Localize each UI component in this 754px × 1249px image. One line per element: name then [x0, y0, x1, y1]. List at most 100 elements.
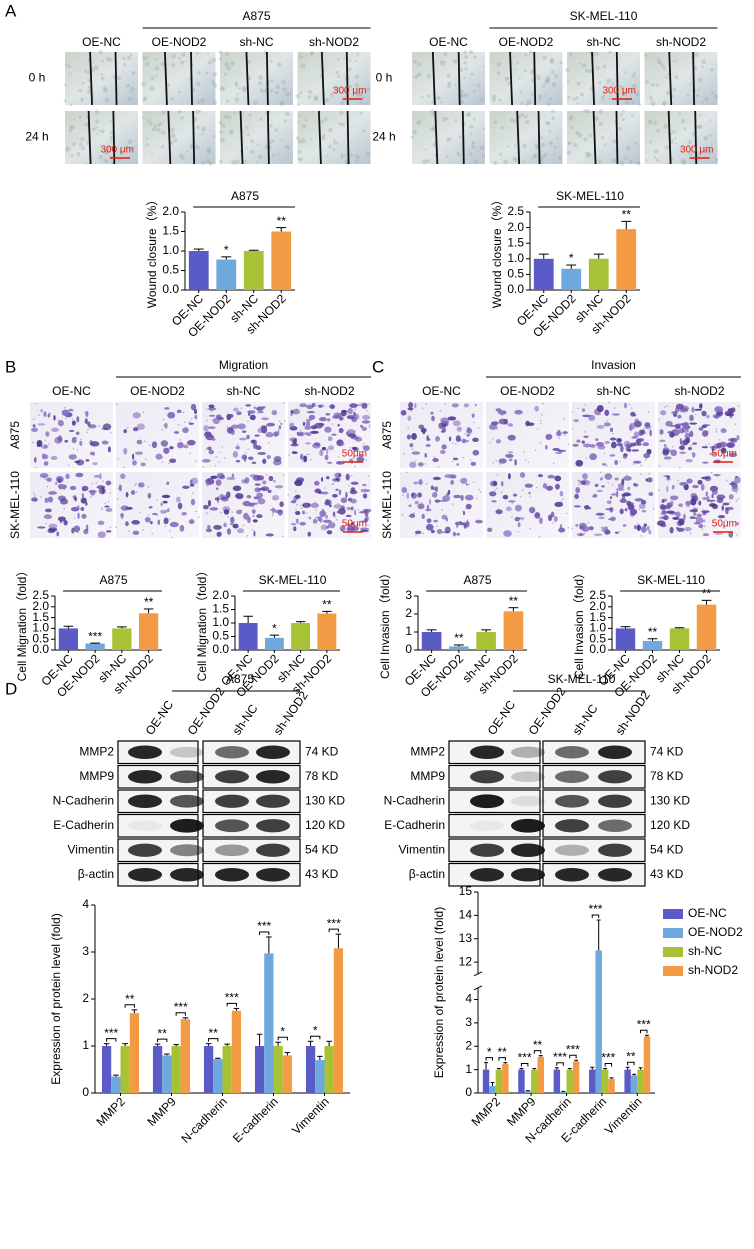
y-tick-label: 0.5 — [212, 629, 229, 643]
cell-texture — [211, 79, 216, 84]
cell-texture — [149, 86, 155, 91]
stained-cell — [88, 489, 97, 494]
cell-texture — [284, 111, 290, 117]
stained-cell — [693, 512, 697, 516]
pore — [700, 518, 702, 520]
stained-cell — [312, 518, 318, 524]
cell-texture — [236, 93, 239, 96]
stained-cell — [81, 492, 84, 499]
cell-texture — [608, 97, 612, 100]
stained-cell — [554, 501, 564, 507]
protein-label: N-Cadherin — [384, 793, 445, 807]
band — [128, 794, 162, 809]
cell-texture — [456, 151, 460, 155]
stained-cell — [359, 511, 365, 514]
cell-texture — [660, 63, 664, 67]
cell-texture — [247, 76, 252, 81]
stained-cell — [622, 492, 631, 497]
stained-cell — [246, 494, 252, 499]
stained-cell — [337, 424, 340, 427]
cell-texture — [464, 66, 468, 71]
stained-cell — [686, 478, 693, 484]
pore — [101, 507, 104, 509]
pore — [496, 428, 498, 430]
stained-cell — [335, 488, 339, 491]
cell-texture — [662, 100, 668, 106]
pore — [77, 421, 79, 423]
cell-texture — [76, 152, 81, 157]
stained-cell — [411, 451, 421, 455]
pore — [44, 478, 47, 480]
pore — [161, 428, 164, 431]
column-label: sh-NC — [226, 384, 260, 398]
band — [555, 746, 589, 759]
cell-texture — [538, 98, 541, 101]
cell-texture — [430, 109, 435, 114]
stained-cell — [666, 510, 675, 514]
cell-texture — [496, 62, 502, 67]
stained-cell — [47, 496, 54, 503]
stained-cell — [355, 436, 363, 442]
pore — [648, 473, 650, 475]
cell-texture — [687, 140, 692, 145]
cell-texture — [699, 113, 702, 117]
stained-cell — [615, 488, 625, 491]
cell-texture — [206, 159, 210, 163]
y-tick-label: 0.0 — [507, 282, 524, 296]
stained-cell — [580, 480, 587, 485]
stained-cell — [519, 472, 526, 478]
pore — [644, 458, 647, 461]
pore — [236, 443, 239, 446]
stained-cell — [505, 454, 514, 459]
cell-texture — [479, 97, 485, 103]
stained-cell — [604, 440, 610, 445]
cell-texture — [281, 138, 284, 141]
stained-cell — [57, 516, 66, 522]
pore — [466, 519, 469, 522]
bar — [188, 251, 209, 290]
scratch-line — [516, 110, 521, 165]
pore — [116, 498, 119, 500]
cell-texture — [284, 144, 290, 149]
significance-bracket — [556, 1062, 564, 1066]
stained-cell — [247, 456, 254, 461]
cell-texture — [362, 129, 366, 133]
cell-texture — [246, 60, 251, 64]
cell-texture — [366, 87, 370, 91]
chart-title: SK-MEL-110 — [637, 573, 705, 587]
stained-cell — [190, 498, 196, 506]
bar — [495, 1069, 503, 1093]
stained-cell — [43, 461, 49, 466]
cell-texture — [287, 112, 291, 116]
stained-cell — [332, 415, 340, 419]
y-tick-label: 1.0 — [162, 243, 179, 257]
stained-cell — [555, 483, 560, 490]
stained-cell — [308, 516, 312, 520]
pore — [479, 491, 482, 493]
stained-cell — [452, 531, 456, 537]
stained-cell — [347, 407, 353, 415]
pore — [221, 494, 224, 497]
stained-cell — [120, 505, 129, 511]
y-tick-label: 2.5 — [32, 588, 49, 602]
pore — [715, 428, 718, 431]
stained-cell — [701, 410, 707, 417]
blot-title: A875 — [226, 672, 254, 686]
bar — [273, 1046, 283, 1093]
cell-texture — [631, 74, 636, 78]
pore — [311, 425, 314, 428]
stained-cell — [298, 433, 302, 437]
cell-texture — [359, 93, 362, 97]
cell-texture — [431, 113, 435, 117]
micrograph — [142, 52, 216, 105]
cell-texture — [201, 126, 207, 132]
y-tick-label: 4 — [465, 992, 472, 1006]
cell-texture — [110, 140, 113, 143]
pore — [257, 412, 259, 414]
cell-texture — [576, 81, 581, 86]
stained-cell — [325, 412, 331, 416]
cell-texture — [129, 90, 133, 94]
micrograph — [297, 52, 371, 105]
cell-texture — [713, 94, 719, 100]
pore — [534, 449, 537, 452]
